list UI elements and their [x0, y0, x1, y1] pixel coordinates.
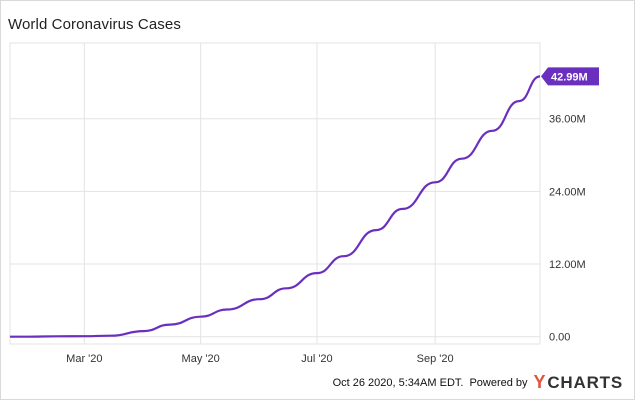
x-tick-label: May '20	[182, 353, 220, 365]
series-layer	[10, 75, 541, 338]
y-tick-label: 24.00M	[549, 186, 586, 198]
grid-layer	[9, 42, 541, 345]
chart-title: World Coronavirus Cases	[8, 16, 181, 33]
footer-powered-by: Powered by	[469, 376, 528, 389]
last-value-callout	[541, 67, 599, 86]
last-value-label: 42.99M	[551, 71, 588, 83]
x-tick-label: Jul '20	[301, 353, 332, 365]
plot-border	[9, 42, 541, 345]
footer-timestamp: Oct 26 2020, 5:34AM EDT.	[332, 376, 464, 389]
footer: Oct 26 2020, 5:34AM EDT. Powered by Y CH…	[333, 372, 623, 393]
series-line	[10, 75, 541, 338]
y-tick-label: 36.00M	[549, 114, 586, 126]
y-tick-label: 12.00M	[549, 259, 586, 271]
ycharts-logo[interactable]: Y CHARTS	[534, 372, 623, 393]
y-tick-label: 0.00	[549, 332, 570, 344]
y-axis-ticks: 0.00 12.00M 24.00M 36.00M	[549, 114, 586, 344]
last-value-callout-group: 42.99M	[541, 67, 599, 86]
ycharts-y-icon: Y	[533, 372, 547, 392]
x-tick-label: Sep '20	[417, 353, 454, 365]
ycharts-wordmark: CHARTS	[547, 372, 623, 392]
x-axis-ticks: Mar '20 May '20 Jul '20 Sep '20	[66, 353, 453, 365]
x-tick-label: Mar '20	[66, 353, 102, 365]
